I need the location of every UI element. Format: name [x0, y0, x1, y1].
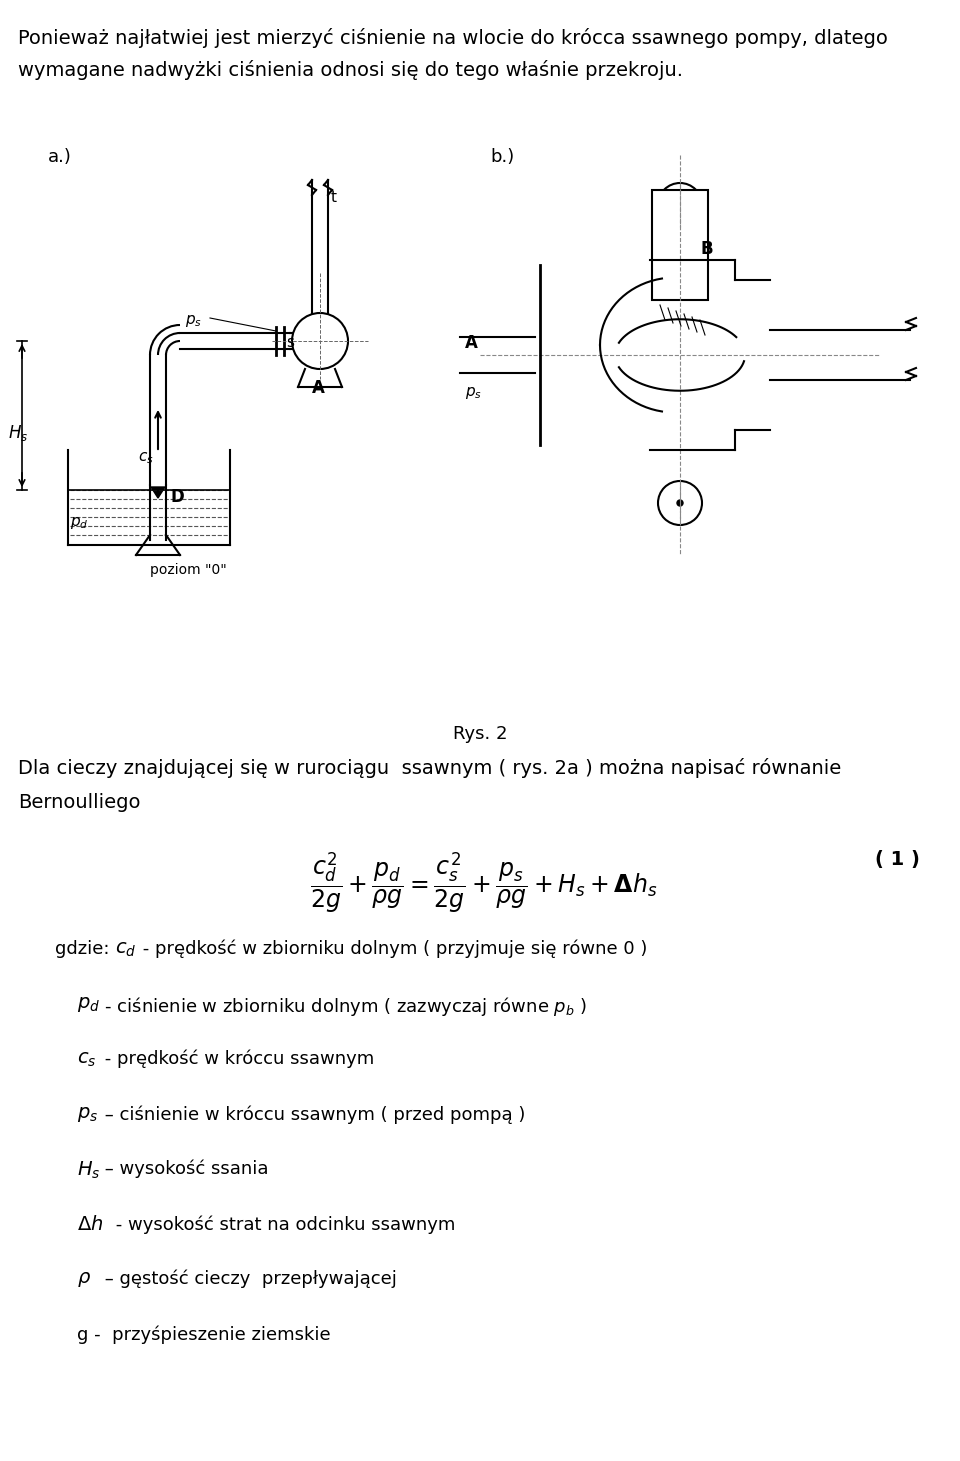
Text: $\rho$: $\rho$ — [77, 1270, 91, 1289]
Text: poziom "0": poziom "0" — [150, 562, 227, 577]
Text: – wysokość ssania: – wysokość ssania — [99, 1160, 269, 1179]
Text: t: t — [331, 190, 337, 205]
Text: A: A — [465, 335, 478, 352]
Text: B: B — [700, 240, 712, 259]
Circle shape — [677, 202, 683, 207]
Bar — [652, 190, 708, 300]
Circle shape — [677, 500, 683, 506]
Text: $c_s$: $c_s$ — [138, 450, 154, 466]
Text: $\dfrac{c_d^2}{2g} + \dfrac{p_d}{\rho g} = \dfrac{c_s^2}{2g} + \dfrac{p_s}{\rho : $\dfrac{c_d^2}{2g} + \dfrac{p_d}{\rho g}… — [310, 850, 658, 915]
Text: wymagane nadwyżki ciśnienia odnosi się do tego właśnie przekroju.: wymagane nadwyżki ciśnienia odnosi się d… — [18, 60, 683, 80]
Text: $p_d$: $p_d$ — [77, 995, 100, 1014]
Text: Rys. 2: Rys. 2 — [453, 725, 507, 744]
Text: - prędkość w zbiorniku dolnym ( przyjmuje się równe 0 ): - prędkość w zbiorniku dolnym ( przyjmuj… — [137, 939, 647, 958]
Text: s: s — [286, 335, 294, 351]
Text: Bernoulliego: Bernoulliego — [18, 793, 140, 812]
Text: $p_s$: $p_s$ — [77, 1105, 98, 1124]
Text: $H_s$: $H_s$ — [77, 1160, 101, 1182]
Text: - wysokość strat na odcinku ssawnym: - wysokość strat na odcinku ssawnym — [110, 1216, 455, 1233]
Text: $H_s$: $H_s$ — [8, 424, 28, 443]
Text: ( 1 ): ( 1 ) — [876, 850, 920, 869]
Text: Dla cieczy znajdującej się w rurociągu  ssawnym ( rys. 2a ) można napisać równan: Dla cieczy znajdującej się w rurociągu s… — [18, 758, 841, 779]
Text: a.): a.) — [48, 148, 72, 167]
Text: - prędkość w króccu ssawnym: - prędkość w króccu ssawnym — [99, 1050, 374, 1068]
Text: - ciśnienie w zbiorniku dolnym ( zazwyczaj równe $p_b$ ): - ciśnienie w zbiorniku dolnym ( zazwycz… — [99, 995, 587, 1018]
Text: Ponieważ najłatwiej jest mierzyć ciśnienie na wlocie do krócca ssawnego pompy, d: Ponieważ najłatwiej jest mierzyć ciśnien… — [18, 28, 888, 48]
Text: A: A — [312, 378, 324, 397]
Text: $p_d$: $p_d$ — [70, 514, 88, 530]
Text: D: D — [170, 488, 183, 506]
Polygon shape — [151, 487, 165, 498]
Text: $p_s$: $p_s$ — [465, 386, 482, 400]
Text: $\Delta h$: $\Delta h$ — [77, 1216, 104, 1235]
Text: – ciśnienie w króccu ssawnym ( przed pompą ): – ciśnienie w króccu ssawnym ( przed pom… — [99, 1105, 525, 1124]
Text: g -  przyśpieszenie ziemskie: g - przyśpieszenie ziemskie — [77, 1325, 330, 1344]
Text: $c_d$: $c_d$ — [115, 939, 136, 958]
Text: gdzie:: gdzie: — [55, 939, 109, 958]
Text: b.): b.) — [490, 148, 515, 167]
Text: – gęstość cieczy  przepływającej: – gęstość cieczy przepływającej — [99, 1270, 396, 1289]
Text: $c_s$: $c_s$ — [77, 1050, 97, 1069]
Text: $p_s$: $p_s$ — [185, 313, 202, 329]
